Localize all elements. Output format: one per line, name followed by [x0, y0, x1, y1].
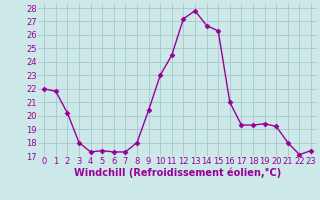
X-axis label: Windchill (Refroidissement éolien,°C): Windchill (Refroidissement éolien,°C): [74, 168, 281, 178]
